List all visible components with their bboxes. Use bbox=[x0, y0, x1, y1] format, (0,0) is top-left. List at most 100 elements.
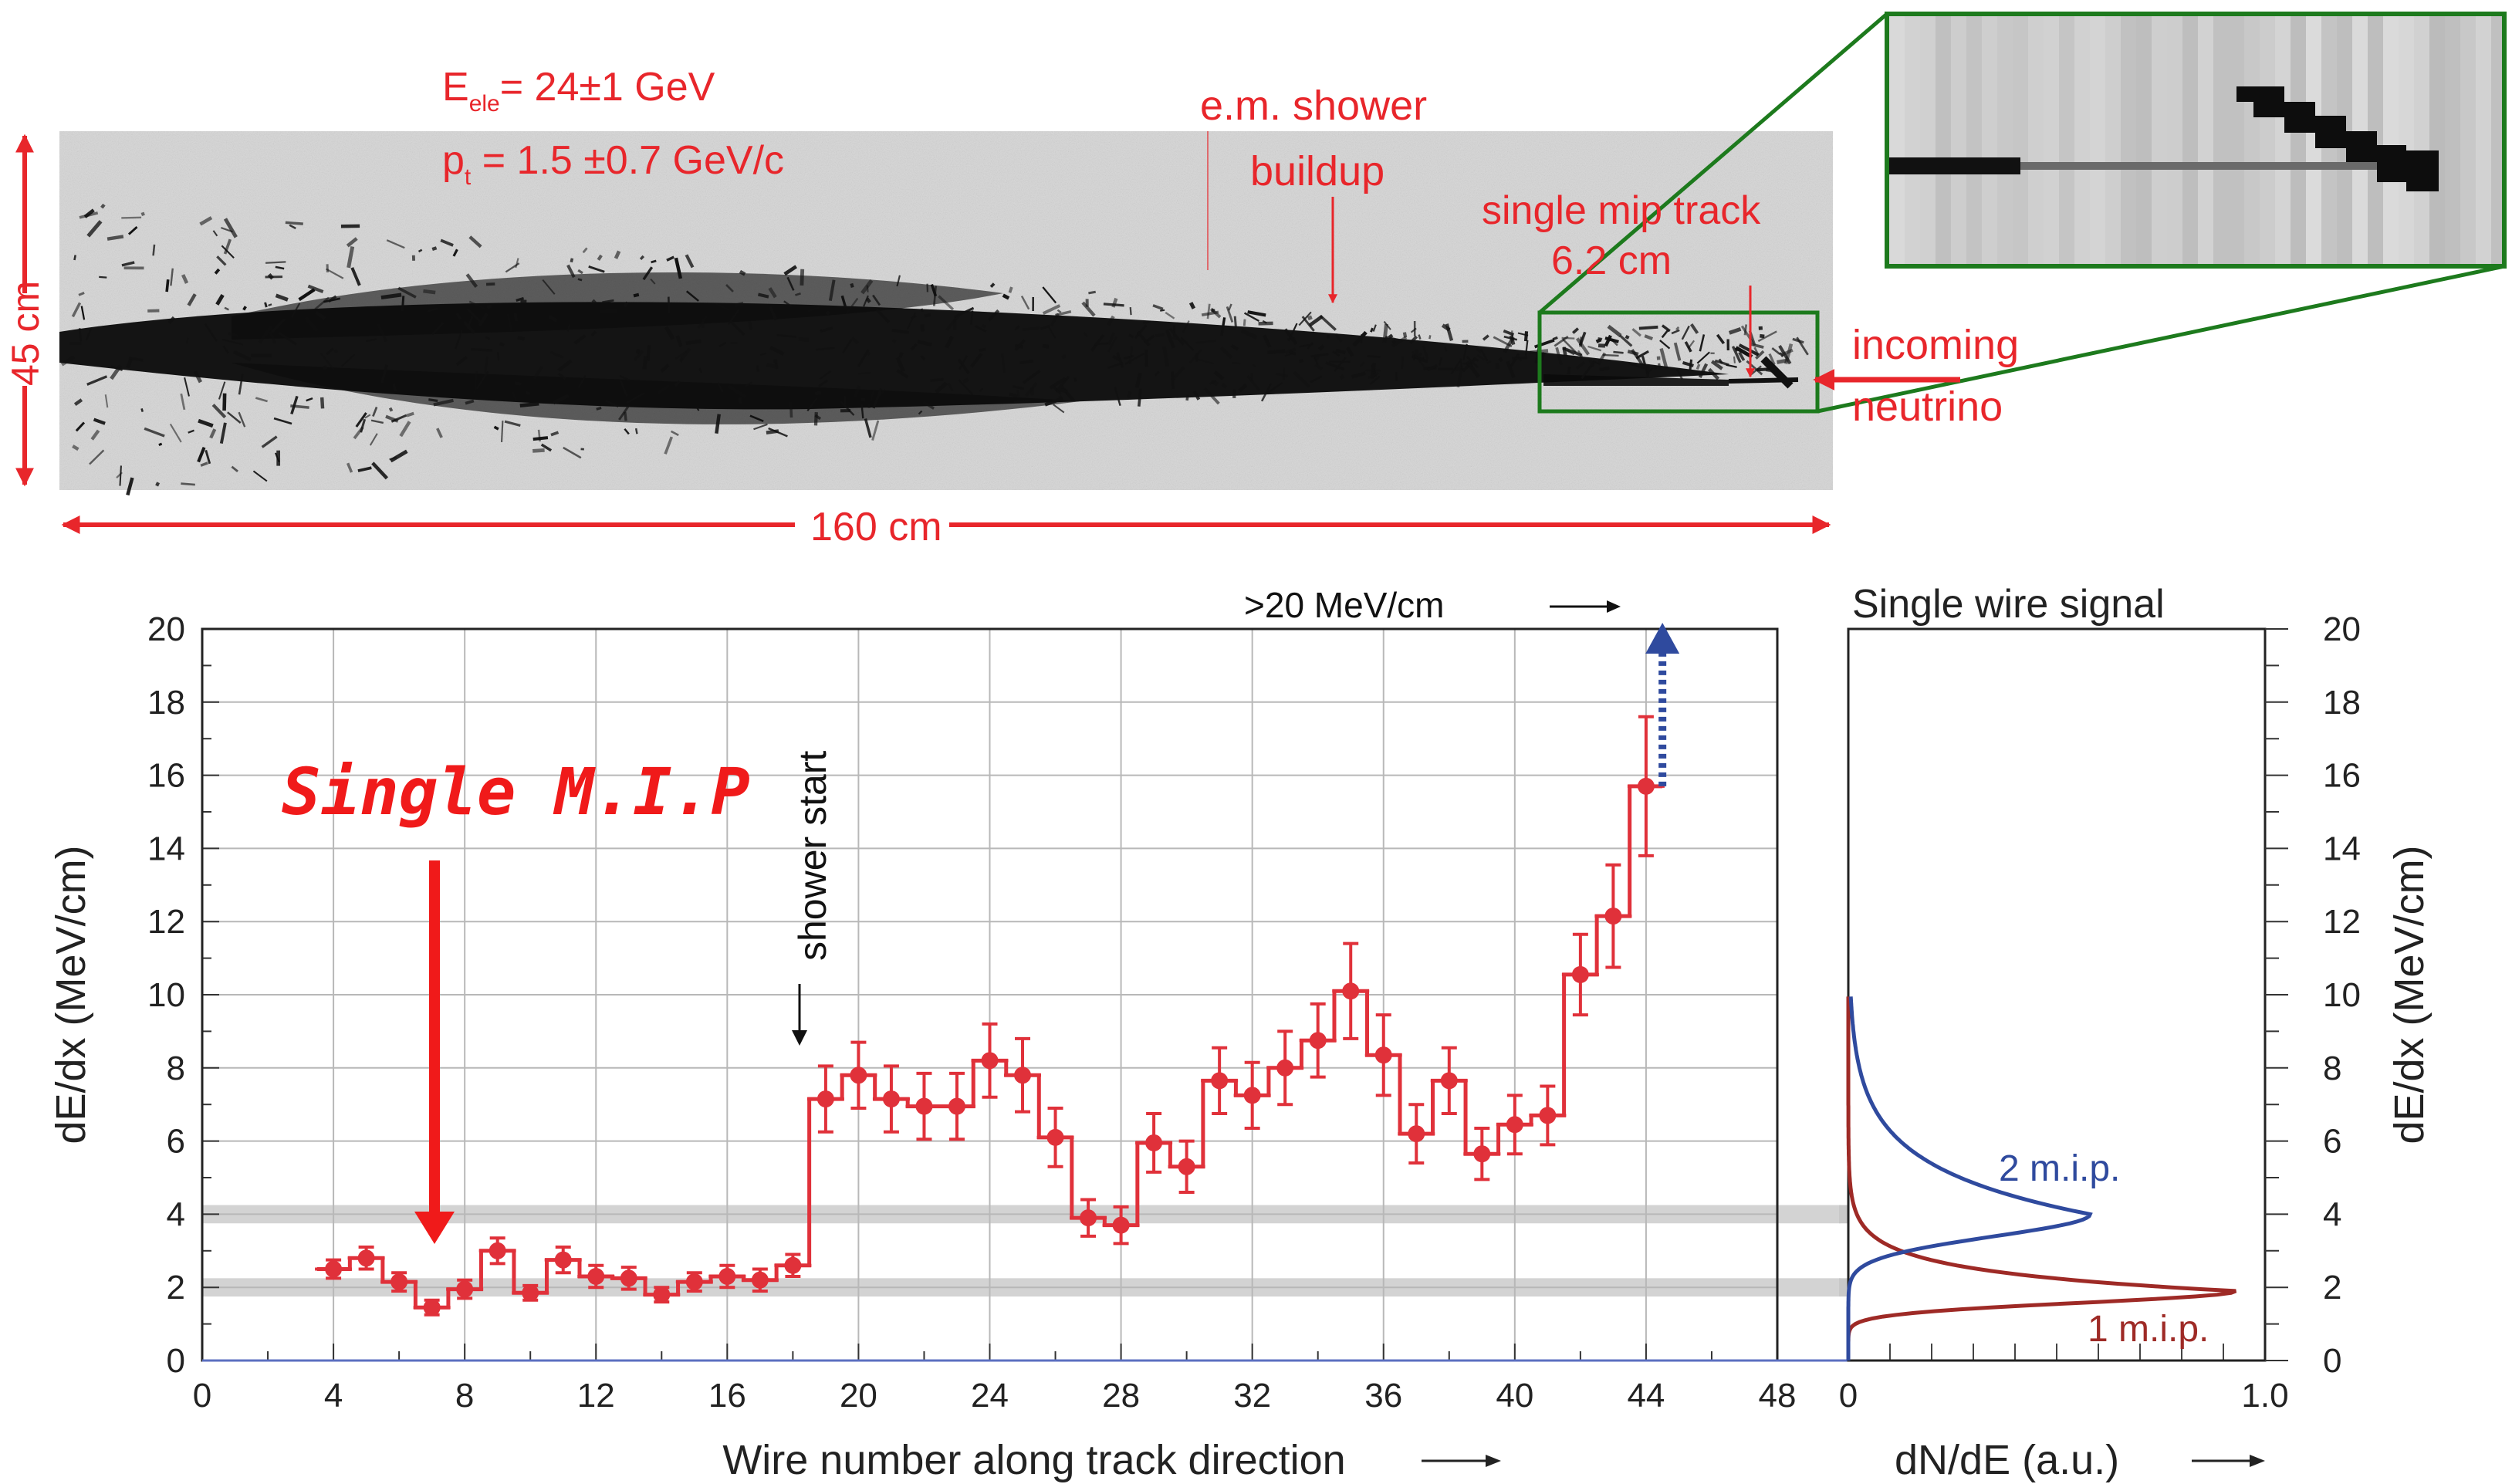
shower-fragment bbox=[319, 352, 335, 370]
shower-fragment bbox=[1325, 361, 1345, 371]
shower-fragment bbox=[776, 333, 797, 338]
shower-fragment bbox=[181, 482, 195, 486]
shower-fragment bbox=[371, 461, 389, 480]
shower-fragment bbox=[1332, 350, 1341, 357]
y-tick-label: 18 bbox=[2323, 684, 2361, 722]
shower-fragment bbox=[326, 268, 344, 279]
shower-fragment bbox=[842, 339, 853, 354]
shower-fragment bbox=[1587, 345, 1602, 352]
shower-fragment bbox=[255, 397, 268, 403]
data-point bbox=[1014, 1067, 1032, 1084]
shower-fragment bbox=[1779, 352, 1784, 357]
inset-wire-column bbox=[1936, 16, 1951, 264]
shower-fragment bbox=[532, 448, 545, 453]
shower-fragment bbox=[1391, 336, 1408, 348]
shower-fragment bbox=[1310, 375, 1323, 384]
y-tick-label: 18 bbox=[147, 684, 185, 722]
shower-fragment bbox=[844, 395, 847, 406]
shower-fragment bbox=[850, 336, 860, 345]
shower-fragment bbox=[563, 446, 582, 459]
two-mip-label: 2 m.i.p. bbox=[1999, 1148, 2120, 1189]
x-tick-label: 0 bbox=[1839, 1377, 1858, 1415]
shower-fragment bbox=[1046, 324, 1057, 339]
shower-fragment bbox=[180, 393, 186, 411]
shower-fragment bbox=[739, 269, 746, 276]
shower-fragment bbox=[1230, 344, 1239, 351]
shower-fragment bbox=[757, 292, 769, 299]
shower-fragment bbox=[1180, 336, 1195, 351]
y-tick-label: 20 bbox=[2323, 610, 2361, 648]
shower-fragment bbox=[1134, 372, 1142, 389]
shower-fragment bbox=[275, 265, 285, 270]
shower-fragment bbox=[924, 313, 931, 318]
incoming-label-line2: neutrino bbox=[1852, 384, 2003, 430]
x-tick-label: 12 bbox=[577, 1377, 615, 1415]
shower-fragment bbox=[1107, 336, 1117, 353]
data-point bbox=[1342, 982, 1360, 1000]
shower-fragment bbox=[228, 332, 239, 338]
shower-fragment bbox=[1298, 358, 1304, 363]
shower-fragment bbox=[725, 284, 734, 292]
data-point bbox=[357, 1249, 375, 1267]
shower-fragment bbox=[1022, 369, 1041, 384]
shower-fragment bbox=[364, 414, 371, 419]
shower-fragment bbox=[106, 235, 124, 241]
x-tick-label: 28 bbox=[1102, 1377, 1140, 1415]
height-label: 45 cm bbox=[4, 281, 47, 386]
shower-fragment bbox=[1777, 358, 1787, 364]
shower-fragment bbox=[642, 356, 648, 370]
mip-kink bbox=[1760, 356, 1794, 389]
shower-fragment bbox=[570, 258, 574, 263]
data-point bbox=[1112, 1216, 1130, 1234]
y-axis-label: dE/dx (MeV/cm) bbox=[48, 845, 94, 1144]
shower-fragment bbox=[685, 254, 695, 269]
shower-fragment bbox=[1731, 346, 1742, 363]
shower-fragment bbox=[465, 399, 475, 405]
data-point bbox=[456, 1280, 474, 1298]
shower-fragment bbox=[350, 267, 361, 286]
shower-fragment bbox=[1409, 335, 1418, 344]
shower-fragment bbox=[144, 427, 165, 438]
inset-wire-column bbox=[2275, 16, 2291, 264]
shower-fragment bbox=[734, 301, 744, 308]
shower-fragment bbox=[667, 296, 671, 314]
shower-fragment bbox=[485, 336, 491, 340]
shower-fragment bbox=[128, 357, 144, 362]
shower-fragment bbox=[399, 421, 411, 438]
shower-fragment bbox=[1267, 349, 1286, 355]
shower-fragment bbox=[806, 397, 818, 412]
shower-fragment bbox=[1220, 317, 1226, 336]
data-point bbox=[390, 1273, 408, 1291]
shower-fragment bbox=[1247, 310, 1266, 317]
shower-fragment bbox=[1238, 384, 1248, 393]
shower-fragment bbox=[127, 225, 138, 235]
data-point bbox=[489, 1242, 506, 1259]
shower-fragment bbox=[1206, 303, 1211, 319]
shower-fragment bbox=[820, 328, 824, 332]
shower-fragment bbox=[1604, 334, 1612, 347]
shower-fragment bbox=[867, 351, 871, 356]
shower-fragment bbox=[537, 429, 541, 442]
overflow-arrowhead bbox=[1645, 623, 1680, 654]
dedx-plot: 0 4 8 12 16 20 24 28 32 36 40 44 4802468101214161820… bbox=[48, 610, 1848, 1483]
inset-wire-column bbox=[1951, 16, 1966, 264]
shower-fragment bbox=[639, 255, 645, 261]
shower-fragment bbox=[306, 397, 313, 402]
shower-fragment bbox=[170, 268, 174, 286]
shower-fragment bbox=[440, 238, 454, 247]
shower-fragment bbox=[90, 429, 100, 441]
shower-fragment bbox=[315, 311, 326, 320]
shower-fragment bbox=[1370, 363, 1377, 379]
shower-fragment bbox=[1360, 361, 1365, 367]
shower-fragment bbox=[1168, 327, 1185, 346]
shower-fragment bbox=[85, 328, 93, 341]
shower-fragment bbox=[222, 345, 229, 354]
shower-fragment bbox=[814, 390, 822, 396]
data-point bbox=[915, 1097, 933, 1115]
shower-fragment bbox=[484, 357, 489, 373]
x-axis-arrowhead bbox=[1486, 1455, 1501, 1467]
data-point bbox=[948, 1097, 965, 1115]
shower-fragment bbox=[1372, 324, 1377, 332]
shower-fragment bbox=[193, 370, 203, 384]
shower-fragment bbox=[1710, 360, 1723, 370]
